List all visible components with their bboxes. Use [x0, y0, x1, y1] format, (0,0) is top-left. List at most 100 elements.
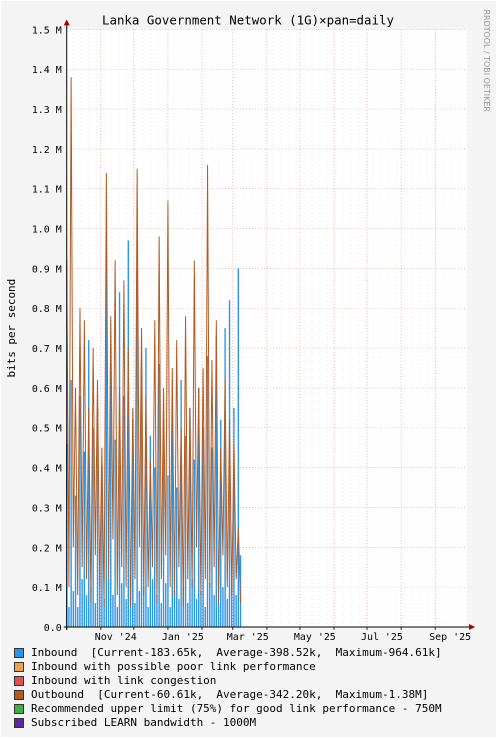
- inbound-bar: [125, 599, 127, 627]
- inbound-bar: [165, 583, 167, 627]
- legend-label: Outbound [Current-60.61k, Average-342.20…: [31, 688, 429, 701]
- legend-label: Inbound with link congestion: [31, 674, 217, 687]
- y-tick-label: 0.5 M: [32, 424, 62, 435]
- legend-label: Inbound [Current-183.65k, Average-398.52…: [31, 646, 442, 659]
- y-tick-label: 0.2 M: [32, 543, 62, 554]
- inbound-bar: [204, 607, 207, 627]
- inbound-bar: [101, 467, 103, 627]
- inbound-bar: [215, 336, 218, 627]
- inbound-bar: [143, 587, 145, 627]
- inbound-bar: [231, 579, 233, 627]
- inbound-bar: [213, 595, 215, 627]
- inbound-bar: [121, 583, 123, 627]
- legend-label: Recommended upper limit (75%) for good l…: [31, 702, 442, 715]
- inbound-bar: [134, 603, 136, 627]
- axes: [63, 19, 476, 630]
- inbound-bar: [145, 348, 147, 627]
- legend: Inbound [Current-183.65k, Average-398.52…: [14, 646, 442, 730]
- legend-swatch: [14, 662, 24, 672]
- y-tick-label: 1.4 M: [32, 65, 62, 76]
- inbound-bar: [151, 579, 154, 627]
- x-tick-label: Sep '25: [429, 632, 471, 643]
- y-tick-label: 0.6 M: [32, 384, 62, 395]
- watermark: RRDTOOL / TOBI OETIKER: [482, 9, 491, 112]
- inbound-bar: [72, 591, 75, 627]
- inbound-bar: [233, 407, 235, 627]
- inbound-bar: [79, 395, 81, 627]
- x-tick-label: Mar '25: [227, 632, 269, 643]
- inbound-bar: [154, 467, 156, 627]
- y-axis-label: bits per second: [5, 279, 18, 378]
- inbound-bar: [162, 419, 165, 627]
- inbound-bar: [202, 427, 204, 627]
- inbound-bar: [68, 607, 70, 627]
- inbound-bar: [74, 495, 77, 627]
- legend-swatch: [14, 648, 24, 658]
- inbound-bar: [123, 395, 125, 627]
- inbound-bar: [200, 591, 202, 627]
- inbound-bar: [92, 427, 94, 627]
- inbound-bar: [138, 591, 141, 627]
- x-tick-label: Jan '25: [162, 632, 204, 643]
- inbound-bar: [171, 395, 174, 627]
- inbound-bar: [112, 595, 114, 627]
- inbound-bar: [235, 595, 237, 627]
- legend-item: Subscribed LEARN bandwidth - 1000M: [14, 716, 442, 730]
- legend-item: Inbound with link congestion: [14, 674, 442, 688]
- inbound-bar: [85, 595, 88, 627]
- inbound-bar: [110, 371, 112, 627]
- legend-item: Inbound with possible poor link performa…: [14, 660, 442, 674]
- y-tick-label: 1.5 M: [32, 25, 62, 36]
- inbound-bar: [217, 603, 220, 627]
- y-tick-label: 0.9 M: [32, 264, 62, 275]
- inbound-bar: [191, 579, 193, 627]
- y-tick-label: 0.8 M: [32, 304, 62, 315]
- y-tick-label: 0.7 M: [32, 344, 62, 355]
- outbound-line: [66, 77, 242, 608]
- inbound-bar: [180, 379, 182, 627]
- legend-item: Inbound [Current-183.65k, Average-398.52…: [14, 646, 442, 660]
- legend-swatch: [14, 704, 24, 714]
- inbound-bar: [83, 451, 86, 627]
- chart-marks: [66, 77, 242, 627]
- y-tick-label: 0.0: [44, 623, 62, 634]
- inbound-bar: [195, 599, 198, 627]
- inbound-bar: [222, 587, 224, 627]
- inbound-bar: [70, 379, 72, 627]
- inbound-bar: [220, 419, 222, 627]
- inbound-bar: [149, 435, 152, 627]
- inbound-bar: [206, 356, 209, 627]
- inbound-bar: [94, 603, 97, 627]
- inbound-bar: [118, 292, 121, 627]
- inbound-bar: [132, 419, 134, 627]
- y-tick-label: 1.3 M: [32, 105, 62, 116]
- inbound-bar: [116, 607, 119, 627]
- inbound-bar: [156, 595, 158, 627]
- inbound-bar: [147, 607, 149, 627]
- inbound-bar: [226, 599, 229, 627]
- inbound-bar: [193, 459, 196, 627]
- inbound-bar: [99, 567, 101, 627]
- inbound-bar: [237, 268, 240, 627]
- y-tick-label: 0.1 M: [32, 583, 62, 594]
- inbound-bar: [103, 599, 105, 627]
- inbound-bar: [198, 387, 200, 627]
- inbound-bar: [96, 407, 99, 627]
- inbound-bar: [127, 240, 130, 627]
- inbound-bar: [105, 248, 108, 627]
- legend-swatch: [14, 690, 24, 700]
- y-tick-label: 0.4 M: [32, 464, 62, 475]
- inbound-bar: [211, 447, 213, 627]
- inbound-bar: [140, 375, 143, 627]
- inbound-bar: [90, 587, 92, 627]
- inbound-bar: [167, 475, 169, 627]
- inbound-bar: [209, 583, 211, 627]
- y-tick-label: 1.0 M: [32, 225, 62, 236]
- inbound-bar: [224, 328, 226, 627]
- inbound-bar: [88, 340, 90, 627]
- y-tick-label: 1.1 M: [32, 185, 62, 196]
- chart-title: Lanka Government Network (1G)×pan=daily: [102, 12, 394, 27]
- inbound-bar: [160, 603, 163, 627]
- inbound-bar: [187, 603, 189, 627]
